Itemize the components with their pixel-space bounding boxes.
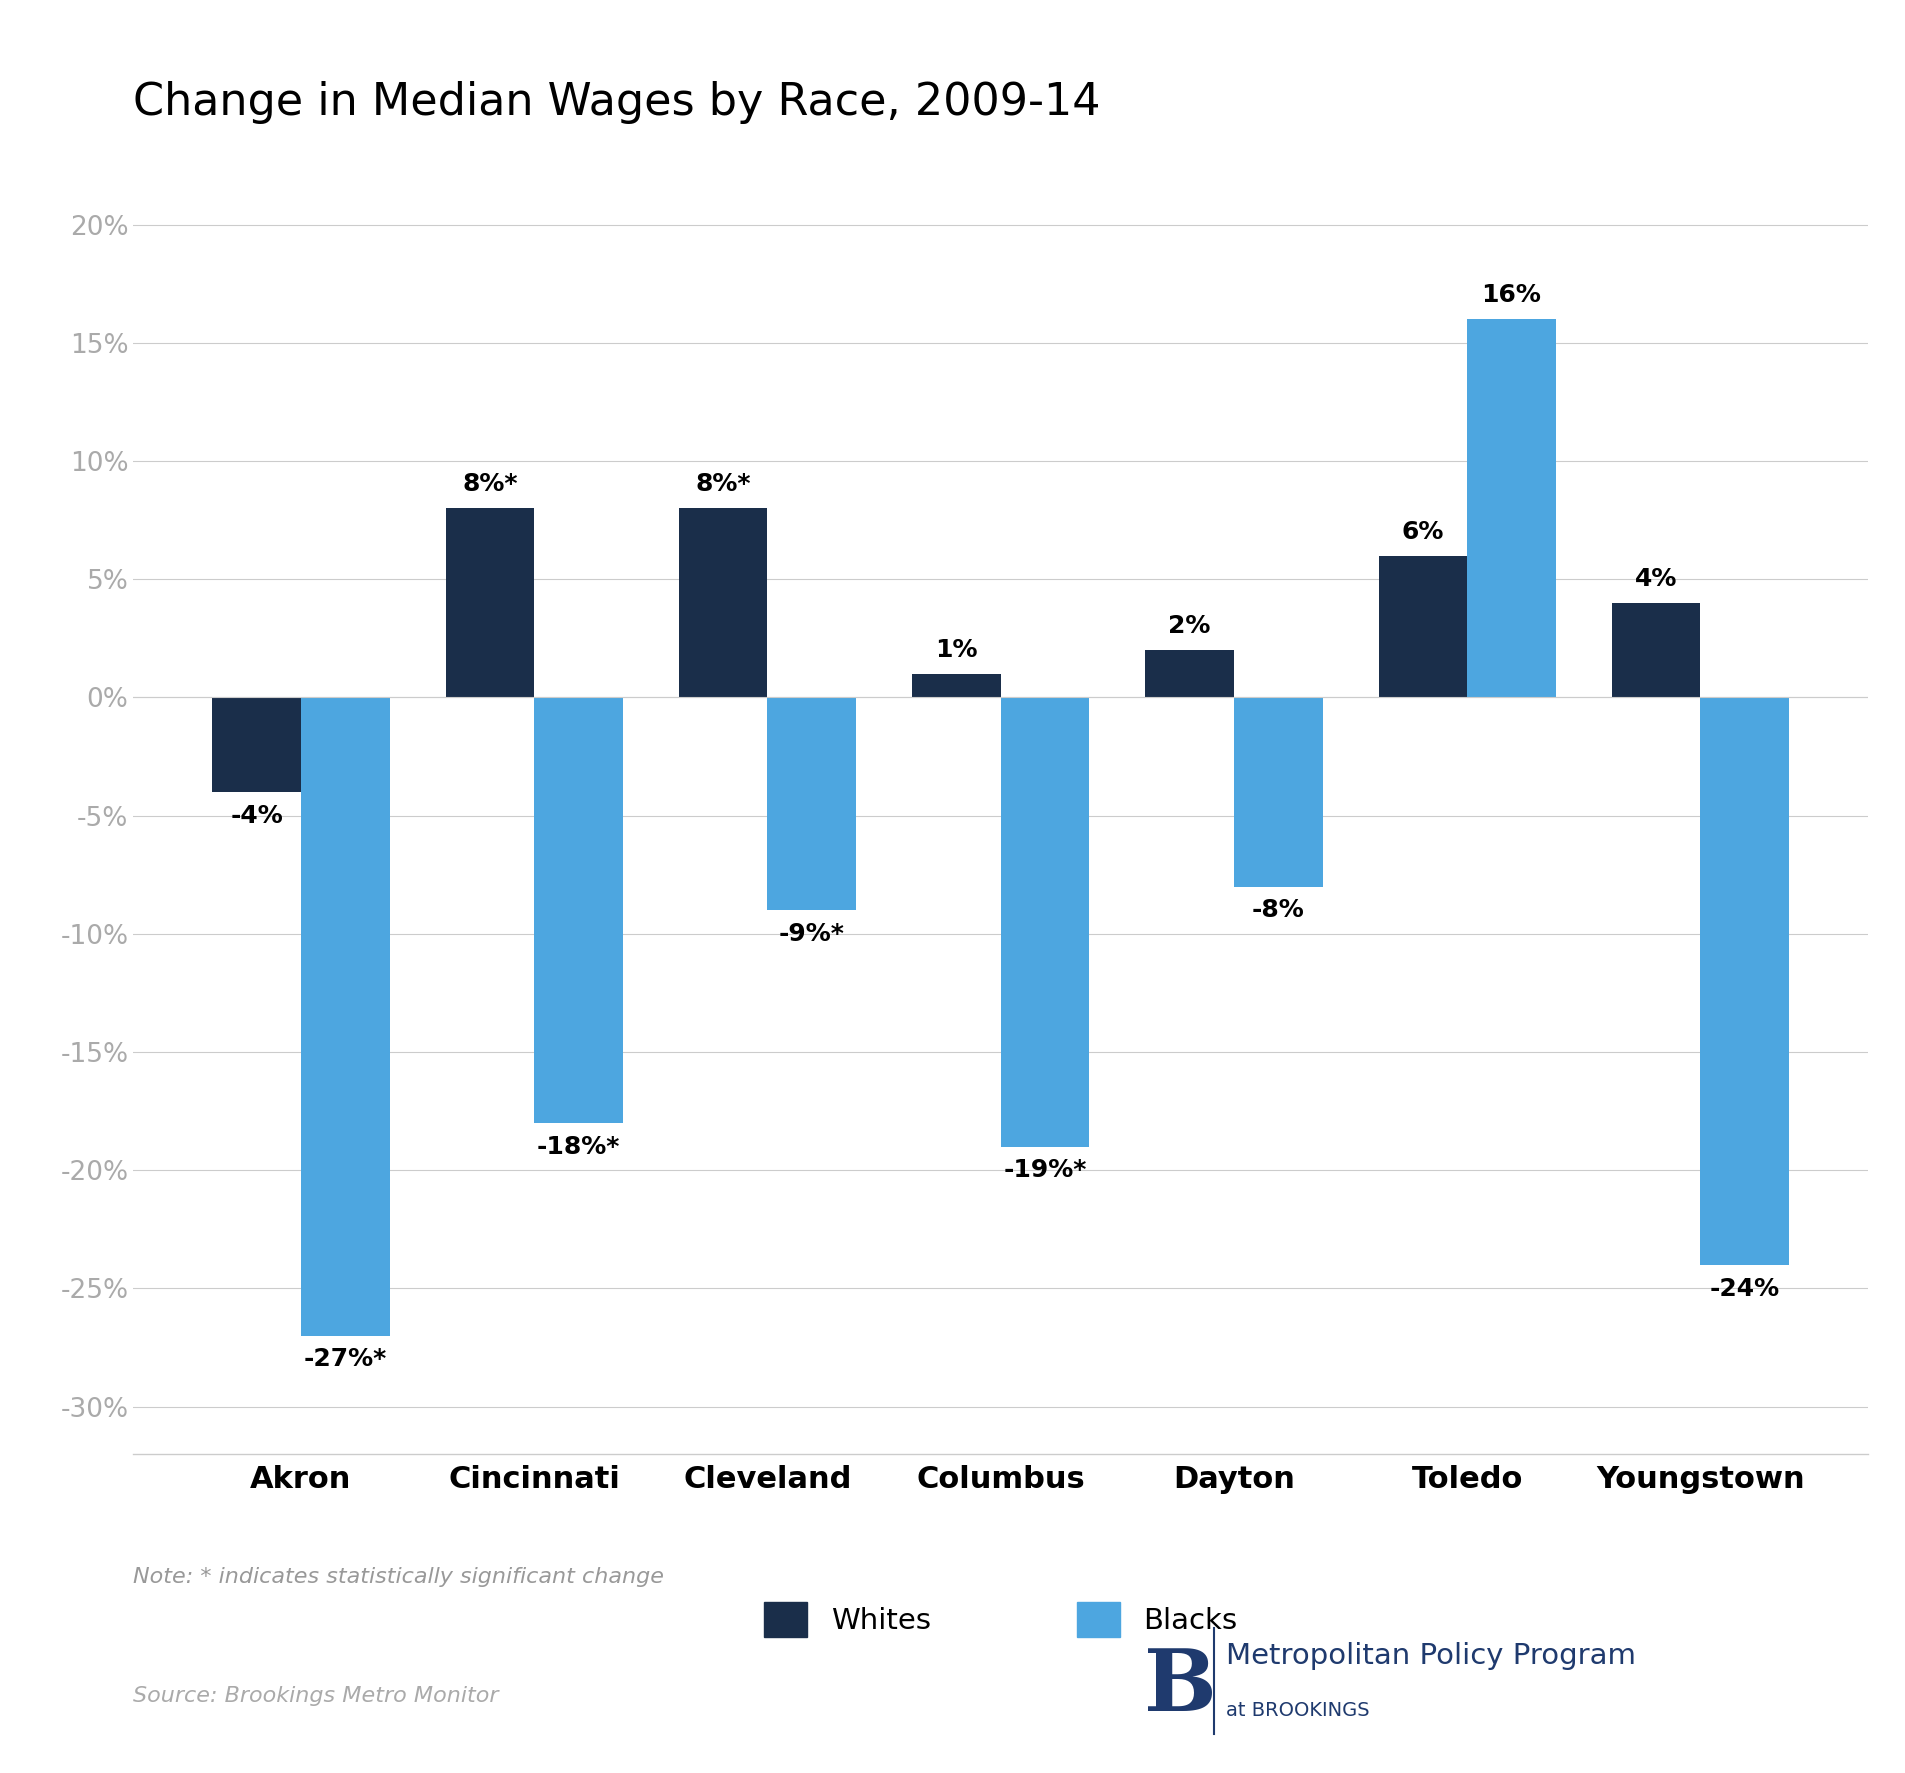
Text: -4%: -4% [231, 803, 282, 828]
Bar [1699, 697, 1789, 1264]
Bar [533, 697, 623, 1122]
Text: 16%: 16% [1480, 284, 1541, 307]
Text: 1%: 1% [935, 638, 977, 661]
Bar [768, 697, 855, 910]
Text: -24%: -24% [1709, 1277, 1779, 1301]
Bar [911, 674, 1000, 697]
Text: Change in Median Wages by Race, 2009-14: Change in Median Wages by Race, 2009-14 [133, 82, 1101, 124]
Text: at BROOKINGS: at BROOKINGS [1225, 1700, 1368, 1720]
Text: -8%: -8% [1252, 899, 1303, 922]
Bar [1000, 697, 1090, 1147]
Bar [446, 509, 533, 697]
Bar [1377, 555, 1467, 697]
Bar [1467, 319, 1554, 697]
Text: -19%*: -19%* [1002, 1158, 1086, 1183]
Text: -27%*: -27%* [303, 1347, 387, 1372]
Text: 4%: 4% [1634, 567, 1676, 590]
Bar [1612, 603, 1699, 697]
Text: -9%*: -9%* [779, 922, 844, 947]
Bar [678, 509, 768, 697]
Text: Note: * indicates statistically significant change: Note: * indicates statistically signific… [133, 1567, 665, 1587]
Text: 8%*: 8%* [461, 472, 518, 496]
Text: Metropolitan Policy Program: Metropolitan Policy Program [1225, 1642, 1634, 1670]
Text: Source: Brookings Metro Monitor: Source: Brookings Metro Monitor [133, 1686, 499, 1706]
Text: 2%: 2% [1168, 613, 1210, 638]
Legend: Whites, Blacks: Whites, Blacks [764, 1601, 1236, 1636]
Text: 8%*: 8%* [695, 472, 751, 496]
Text: -18%*: -18%* [537, 1135, 619, 1160]
Bar [1145, 651, 1233, 697]
Bar [1233, 697, 1322, 886]
Bar [211, 697, 301, 793]
Text: B: B [1143, 1645, 1215, 1729]
Text: 6%: 6% [1400, 519, 1444, 544]
Bar [301, 697, 389, 1335]
